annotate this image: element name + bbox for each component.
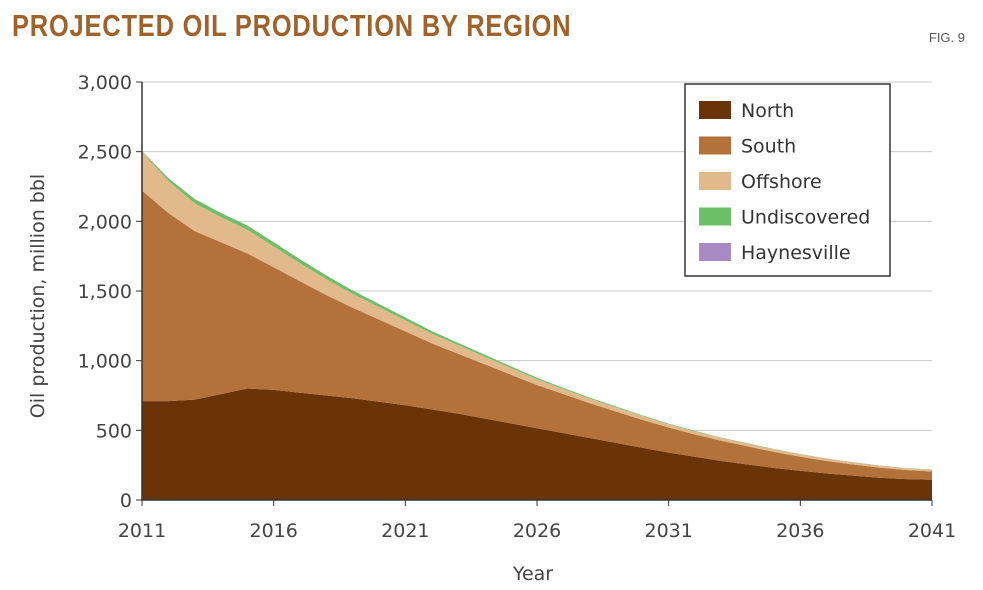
y-tick-label: 2,500 bbox=[78, 142, 132, 164]
legend-swatch-south bbox=[699, 136, 731, 155]
x-tick-label: 2031 bbox=[644, 520, 692, 542]
y-tick-labels: 0 500 1,000 1,500 2,000 2,500 3,000 bbox=[78, 72, 142, 512]
x-tick-label: 2041 bbox=[908, 520, 956, 542]
figure-number: FIG. 9 bbox=[928, 30, 965, 45]
legend-swatch-north bbox=[699, 101, 731, 119]
x-tick-label: 2036 bbox=[776, 520, 824, 542]
x-tick-label: 2011 bbox=[118, 520, 166, 542]
y-tick-label: 500 bbox=[96, 420, 132, 442]
y-tick-label: 1,500 bbox=[78, 281, 132, 303]
legend-label-south: South bbox=[741, 136, 796, 158]
y-tick-label: 2,000 bbox=[78, 211, 132, 233]
x-tick-label: 2016 bbox=[249, 520, 297, 542]
y-tick-label: 0 bbox=[120, 490, 132, 512]
chart-title: PROJECTED OIL PRODUCTION BY REGION bbox=[12, 8, 572, 43]
legend-label-haynesville: Haynesville bbox=[741, 242, 851, 264]
x-tick-labels: 2011 2016 2021 2026 2031 2036 2041 bbox=[118, 500, 956, 542]
legend-label-undiscovered: Undiscovered bbox=[741, 207, 870, 229]
x-tick-label: 2026 bbox=[513, 520, 561, 542]
y-axis-title: Oil production, million bbl bbox=[27, 174, 49, 418]
x-axis-title: Year bbox=[512, 563, 553, 585]
area-north bbox=[142, 388, 932, 500]
legend-label-offshore: Offshore bbox=[741, 171, 822, 193]
y-tick-label: 3,000 bbox=[78, 72, 132, 94]
legend-swatch-offshore bbox=[699, 172, 731, 190]
x-tick-label: 2021 bbox=[381, 520, 429, 542]
legend-label-north: North bbox=[741, 100, 794, 122]
area-south bbox=[142, 190, 932, 480]
stacked-areas bbox=[142, 150, 932, 500]
legend-swatch-haynesville bbox=[699, 243, 731, 261]
legend-swatch-undiscovered bbox=[699, 207, 731, 226]
legend: North South Offshore Undiscovered Haynesvill… bbox=[684, 83, 891, 277]
y-tick-label: 1,000 bbox=[78, 351, 132, 373]
